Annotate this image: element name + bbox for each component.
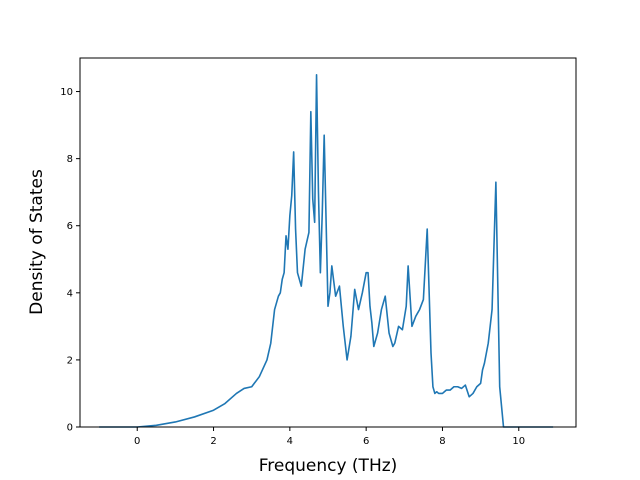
x-tick-label: 4 [287,436,293,447]
x-tick-label: 8 [439,436,445,447]
dos-line [99,73,554,428]
y-tick-label: 2 [67,355,73,366]
series-layer [99,73,554,428]
plot-area [80,58,576,427]
x-axis-label: Frequency (THz) [259,456,398,476]
x-tick-label: 10 [512,436,525,447]
x-tick-label: 2 [210,436,216,447]
ticks-layer: 0 2 4 6 8 10 0 2 4 6 8 10 [60,87,525,447]
x-tick-label: 6 [363,436,369,447]
y-tick-label: 10 [60,87,73,98]
axes-frame [79,57,577,428]
y-axis-label: Density of States [27,169,47,315]
y-tick-label: 4 [67,288,73,299]
y-tick-label: 0 [67,423,73,434]
x-tick-label: 0 [134,436,140,447]
y-tick-label: 6 [67,221,73,232]
y-tick-label: 8 [67,154,73,165]
